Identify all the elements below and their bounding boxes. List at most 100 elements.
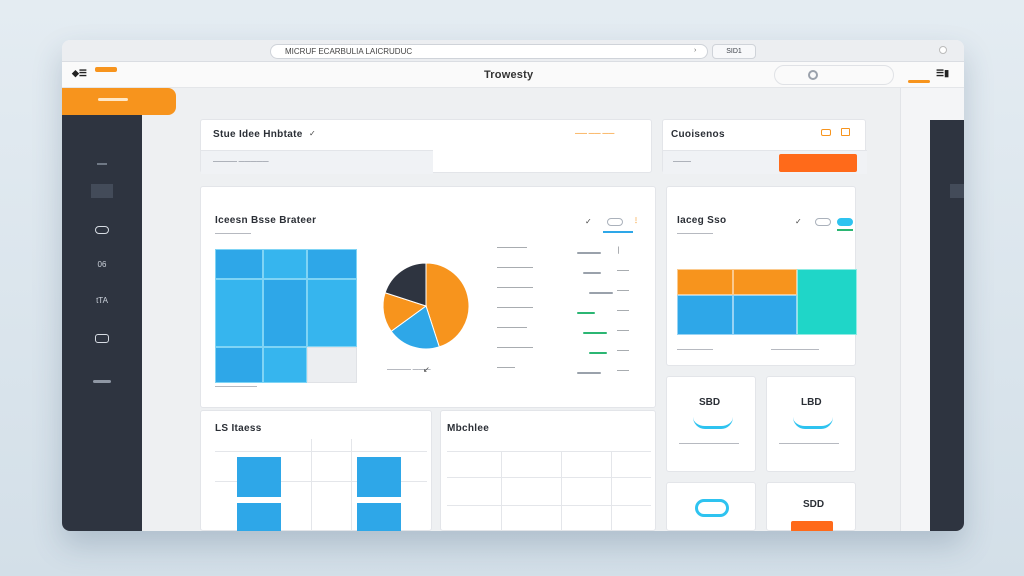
card-icon <box>95 334 109 343</box>
grid-line <box>311 439 312 531</box>
chart-options-icon[interactable]: ⋮ <box>633 218 639 224</box>
sidebar-item-grid[interactable] <box>62 184 142 200</box>
rail-accent <box>908 80 930 83</box>
main-chart-title: Iceesn Bsse Brateer <box>215 215 317 226</box>
main-content: Stue Idee Hnbtate ✓ —— —— —— ———— ————— … <box>142 88 900 531</box>
sidebar-item-dashboard[interactable] <box>62 88 176 115</box>
legend-label: ————— <box>497 325 527 331</box>
header-search[interactable] <box>774 65 894 85</box>
treemap-cell[interactable] <box>307 279 357 347</box>
treemap-cell[interactable] <box>215 249 263 279</box>
header-tabs[interactable]: —— —— —— <box>575 131 615 137</box>
pie-slice[interactable] <box>384 262 427 307</box>
rail-handle[interactable] <box>950 184 964 198</box>
window-control-icon[interactable] <box>939 46 947 54</box>
stat-value: LBD <box>801 397 822 408</box>
browser-window: MICRUF ECARBULIA LAICRUDUC › SID1 ◆☰ Tro… <box>62 40 964 531</box>
mbchlee-card: Mbchlee <box>440 410 656 531</box>
user-menu-icon[interactable]: ☰▮ <box>936 68 950 78</box>
stat-label: —————————— <box>679 441 739 447</box>
side-block[interactable] <box>677 269 733 295</box>
treemap-cell[interactable] <box>215 347 263 383</box>
side-block[interactable] <box>677 295 733 335</box>
sidebar-item-report[interactable]: tTA <box>62 296 142 305</box>
side-block[interactable] <box>733 269 797 295</box>
page-title: Trowesty <box>484 69 534 81</box>
chart-legend: ————— │ —————— —— —————— —— —————— —— ————— —— ———… <box>497 245 637 395</box>
sidebar-item-analytics[interactable]: 06 <box>62 260 142 269</box>
bag-icon[interactable] <box>841 128 850 136</box>
treemap-cell[interactable] <box>263 249 307 279</box>
legend-label: ————— <box>497 245 527 251</box>
pie-slice[interactable] <box>425 262 470 348</box>
legend-value: —— <box>617 288 629 294</box>
cart-icon[interactable] <box>821 129 831 136</box>
sidebar: 06 tTA <box>62 88 176 531</box>
toggle-indicator <box>837 229 853 231</box>
chart-toggle[interactable] <box>607 218 623 226</box>
legend-bar <box>589 292 613 294</box>
customers-action-button[interactable] <box>779 154 857 172</box>
stat-card[interactable]: SDD <box>766 482 856 531</box>
pie-link-icon[interactable]: ↙ <box>423 365 430 374</box>
side-chart-caption-right: ———————— <box>771 347 819 353</box>
legend-row[interactable]: ————— │ <box>497 245 637 265</box>
dashboard-icon <box>98 98 128 101</box>
side-block[interactable] <box>733 295 797 335</box>
stat-card[interactable] <box>666 482 756 531</box>
chart-link[interactable] <box>603 231 633 233</box>
side-toggle-on[interactable] <box>837 218 853 226</box>
grid-line <box>611 451 612 531</box>
header-subbar: ———— ————— <box>201 150 433 174</box>
side-chart-subtitle: —————— <box>677 231 713 237</box>
sidebar-item-ring[interactable] <box>62 226 142 236</box>
go-icon[interactable]: › <box>694 47 697 54</box>
sidebar-item-settings[interactable] <box>62 376 142 385</box>
legend-row[interactable]: —————— —— <box>497 345 637 365</box>
treemap-cell[interactable] <box>215 279 263 347</box>
legend-row[interactable]: —————— —— <box>497 265 637 285</box>
tile-item[interactable] <box>237 503 281 531</box>
side-toggle-off[interactable] <box>815 218 831 226</box>
pie-slice[interactable] <box>390 305 440 350</box>
check-icon[interactable]: ✓ <box>795 217 802 226</box>
logo-icon[interactable]: ◆☰ <box>72 68 87 78</box>
sidebar-item-card[interactable] <box>62 334 142 345</box>
tile-item[interactable] <box>357 457 401 497</box>
legend-row[interactable]: ——— —— <box>497 365 637 385</box>
legend-row[interactable]: ————— —— <box>497 325 637 345</box>
treemap-cell[interactable] <box>307 347 357 383</box>
grid-line <box>561 451 562 531</box>
legend-bar <box>583 332 607 334</box>
legend-value: │ <box>617 248 621 254</box>
sidebar-item-nav[interactable] <box>62 158 142 167</box>
header-card-subtitle: ———— ————— <box>213 159 269 165</box>
treemap-cell[interactable] <box>263 279 307 347</box>
legend-value: —— <box>617 328 629 334</box>
treemap-cell[interactable] <box>307 249 357 279</box>
stat-card[interactable]: SBD —————————— <box>666 376 756 472</box>
customers-card-title: Cuoisenos <box>671 129 725 140</box>
browser-tab[interactable]: SID1 <box>712 44 756 59</box>
legend-label: ——— <box>497 365 515 371</box>
legend-row[interactable]: —————— —— <box>497 305 637 325</box>
legend-label: —————— <box>497 285 533 291</box>
side-block[interactable] <box>797 269 857 335</box>
legend-label: —————— <box>497 345 533 351</box>
check-icon[interactable]: ✓ <box>309 129 316 138</box>
toggle-widget-icon <box>695 499 729 517</box>
side-chart-title: Iaceg Sso <box>677 215 727 226</box>
tile-item[interactable] <box>357 503 401 531</box>
check-icon[interactable]: ✓ <box>585 217 592 226</box>
treemap-cell[interactable] <box>263 347 307 383</box>
tile-item[interactable] <box>237 457 281 497</box>
stat-card[interactable]: LBD —————————— <box>766 376 856 472</box>
profile-icon[interactable] <box>808 70 818 80</box>
legend-bar <box>589 352 607 354</box>
legend-row[interactable]: —————— —— <box>497 285 637 305</box>
grid-line <box>447 477 651 478</box>
customers-card: Cuoisenos ——— <box>662 119 867 174</box>
main-chart-subtitle: —————— <box>215 231 251 237</box>
address-bar[interactable]: MICRUF ECARBULIA LAICRUDUC <box>270 44 708 59</box>
stat-action-button[interactable] <box>791 521 833 531</box>
